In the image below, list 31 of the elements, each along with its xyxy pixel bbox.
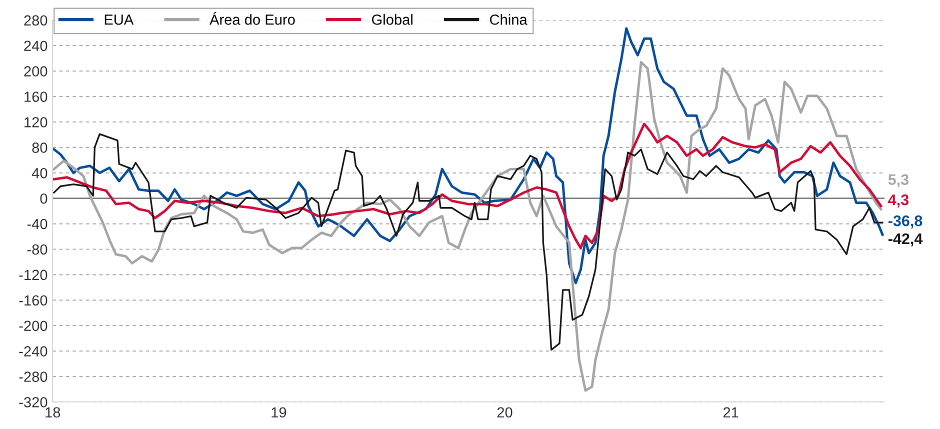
y-tick-label: 120 [24, 117, 48, 128]
y-tick-label: -160 [19, 295, 48, 306]
y-tick-label: 200 [24, 66, 48, 76]
y-tick-label: -80 [27, 244, 48, 255]
legend-label: Área do Euro [210, 12, 295, 25]
y-tick-label: 160 [24, 92, 48, 102]
y-tick-label: -280 [19, 372, 48, 382]
legend-label: EUA [104, 14, 134, 25]
y-tick-label: 280 [24, 15, 48, 26]
x-tick-label: 20 [497, 407, 512, 418]
y-tick-label: -240 [19, 346, 48, 356]
legend-label: China [490, 14, 528, 25]
y-tick-label: -200 [19, 320, 48, 332]
y-tick-label: -120 [19, 270, 48, 280]
line-series [52, 122, 882, 250]
text: 4,3 [888, 194, 909, 208]
y-tick-label: 40 [32, 168, 48, 178]
x-tick-label: 18 [46, 407, 60, 418]
legend-label: Global [372, 14, 412, 25]
y-tick-label: -320 [19, 397, 48, 408]
text: -42,4 [888, 233, 923, 246]
y-tick-label: 0 [40, 193, 48, 204]
x-tick-label: 19 [272, 407, 286, 418]
y-tick-label: -40 [27, 218, 48, 230]
line-series [53, 133, 884, 351]
x-tick-label: 21 [723, 407, 738, 418]
line-series [52, 60, 882, 392]
text: -36,8 [888, 215, 922, 228]
text: 5,3 [888, 174, 909, 188]
y-tick-label: 240 [24, 40, 48, 52]
y-tick-label: 80 [32, 142, 48, 153]
